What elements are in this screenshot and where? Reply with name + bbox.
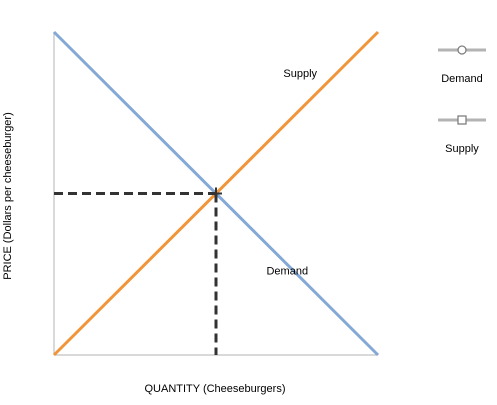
demand-line-label: Demand	[266, 265, 308, 277]
x-axis-title: QUANTITY (Cheeseburgers)	[144, 383, 286, 395]
legend-item-demand[interactable]: Demand	[432, 44, 492, 85]
legend-label-supply: Supply	[445, 143, 479, 155]
y-axis-title: PRICE (Dollars per cheeseburger)	[2, 112, 14, 280]
demand-legend-marker-icon	[438, 45, 486, 55]
supply-line-label: Supply	[283, 68, 317, 80]
supply-legend-marker-icon	[438, 115, 486, 125]
legend-label-demand: Demand	[441, 73, 483, 85]
legend-item-supply[interactable]: Supply	[432, 114, 492, 155]
equilibrium-point-marker	[210, 187, 222, 200]
